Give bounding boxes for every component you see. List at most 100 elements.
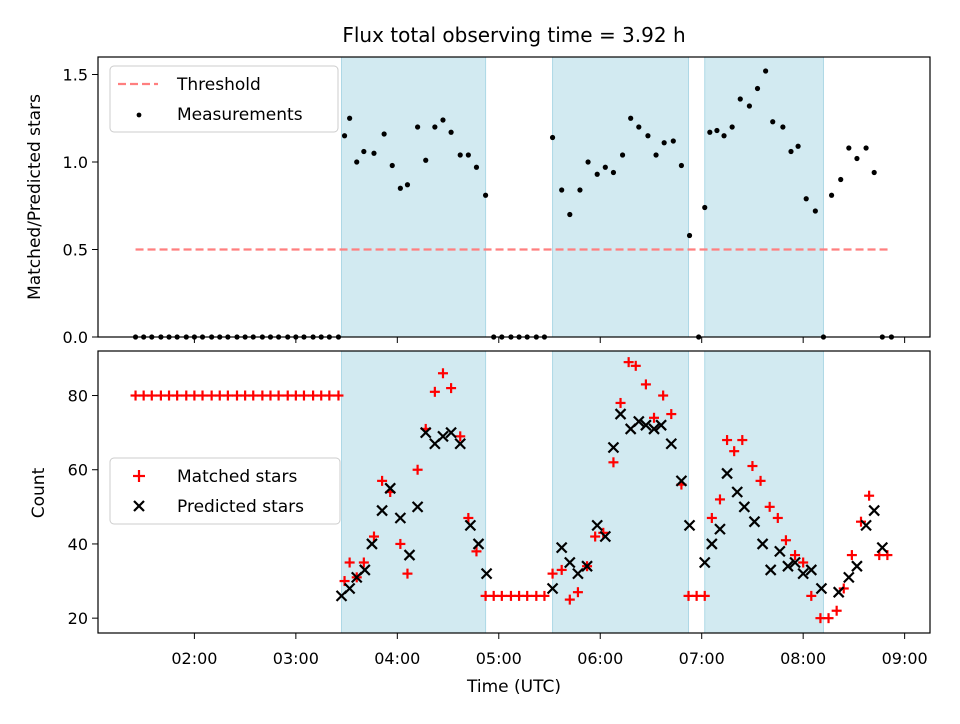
measurement-point xyxy=(763,68,769,74)
top-y-ticks: 0.0 0.5 1.0 1.5 xyxy=(63,66,98,347)
matched-star-marker xyxy=(368,531,379,542)
predicted-star-marker xyxy=(591,519,603,532)
shaded-interval xyxy=(704,350,824,634)
measurement-point xyxy=(585,159,591,165)
matched-star-marker xyxy=(273,390,284,401)
matched-star-marker xyxy=(556,564,567,575)
measurement-point xyxy=(457,152,463,158)
measurement-point xyxy=(754,85,761,92)
matched-star-marker xyxy=(729,446,740,457)
predicted-star-marker xyxy=(480,567,493,580)
predicted-star-marker xyxy=(714,523,726,535)
top-panel: 0.0 0.5 1.0 1.5 Matched/Predicted stars Thr… xyxy=(25,56,931,347)
predicted-star-marker xyxy=(738,501,751,513)
measurement-point xyxy=(482,192,489,198)
measurement-point xyxy=(812,208,818,214)
predicted-star-marker xyxy=(815,582,828,595)
measurement-point xyxy=(721,133,727,139)
measurement-point xyxy=(770,119,776,125)
measurement-point xyxy=(371,150,377,156)
matched-star-marker xyxy=(522,590,533,601)
matched-star-marker xyxy=(377,475,388,486)
predicted-star-marker xyxy=(675,475,688,487)
matched-star-marker xyxy=(539,590,550,601)
predicted-star-marker xyxy=(472,538,485,550)
matched-star-marker xyxy=(649,412,660,423)
measurement-point xyxy=(354,159,360,165)
measurement-point xyxy=(423,157,429,163)
matched-star-marker xyxy=(714,494,725,505)
top-legend: Threshold Measurements xyxy=(109,65,339,133)
bottom-plot-frame xyxy=(97,350,931,634)
predicted-star-marker xyxy=(851,560,863,572)
matched-star-marker xyxy=(864,490,875,501)
matched-star-marker xyxy=(630,360,641,371)
matched-star-marker xyxy=(298,390,309,401)
bottom-y-axis-label: Count xyxy=(29,467,49,518)
matched-star-marker xyxy=(324,390,335,401)
x-tick-label: 04:00 xyxy=(374,649,420,668)
predicted-star-marker xyxy=(343,582,356,595)
measurement-point xyxy=(863,145,869,151)
predicted-star-marker xyxy=(789,556,801,569)
predicted-star-marker xyxy=(445,426,457,439)
matched-star-marker xyxy=(437,368,448,379)
measurement-point xyxy=(714,127,720,134)
x-tick-label: 05:00 xyxy=(476,649,522,668)
measurement-point xyxy=(619,152,626,158)
measurement-point xyxy=(473,164,480,170)
predicted-star-marker xyxy=(394,512,407,524)
matched-star-marker xyxy=(615,397,626,408)
measurement-point xyxy=(577,187,583,193)
measurement-point xyxy=(465,152,471,158)
measurement-point xyxy=(795,143,801,149)
measurement-point xyxy=(404,182,411,188)
x-tick-label: 08:00 xyxy=(780,649,826,668)
predicted-stars-points xyxy=(335,408,889,602)
measurement-point xyxy=(686,232,693,239)
matched-star-marker xyxy=(706,512,717,523)
predicted-star-marker xyxy=(564,556,576,569)
matched-star-marker xyxy=(623,357,634,368)
x-axis-label: Time (UTC) xyxy=(466,677,561,697)
matched-star-marker xyxy=(471,546,482,557)
matched-star-marker xyxy=(764,501,775,512)
measurement-point xyxy=(670,138,676,144)
matched-star-marker xyxy=(172,390,183,401)
predicted-star-marker xyxy=(805,564,818,576)
matched-star-marker xyxy=(823,613,834,624)
y-tick-label: 0.5 xyxy=(63,241,88,260)
y-tick-label: 1.5 xyxy=(63,66,88,85)
x-tick-label: 03:00 xyxy=(273,649,319,668)
measurement-point xyxy=(746,103,752,109)
measurement-point xyxy=(610,169,617,176)
measurement-point xyxy=(381,131,387,137)
predicted-star-marker xyxy=(648,423,660,435)
measurement-point xyxy=(440,117,446,123)
y-tick-label: 60 xyxy=(68,461,88,480)
matched-star-marker xyxy=(395,538,406,549)
matched-star-marker xyxy=(429,386,440,397)
predicted-star-marker xyxy=(665,437,678,450)
x-tick-label: 02:00 xyxy=(171,649,217,668)
predicted-star-marker xyxy=(437,430,449,443)
matched-star-marker xyxy=(446,383,457,394)
measurement-point xyxy=(871,169,877,176)
measurement-point xyxy=(828,192,835,198)
y-tick-label: 0.0 xyxy=(63,328,88,347)
measurement-point xyxy=(361,148,367,155)
predicted-star-marker xyxy=(614,408,627,420)
matched-star-marker xyxy=(658,390,669,401)
predicted-star-marker xyxy=(706,538,718,550)
matched-star-marker xyxy=(197,390,208,401)
matched-star-marker xyxy=(572,587,583,598)
matched-star-marker xyxy=(722,435,733,446)
matched-star-marker xyxy=(846,550,857,561)
measurement-point xyxy=(707,129,713,135)
y-tick-label: 1.0 xyxy=(63,153,88,172)
measurement-point xyxy=(838,176,844,183)
predicted-star-marker xyxy=(454,437,467,450)
measurement-point xyxy=(389,162,395,169)
matched-star-marker xyxy=(146,390,157,401)
